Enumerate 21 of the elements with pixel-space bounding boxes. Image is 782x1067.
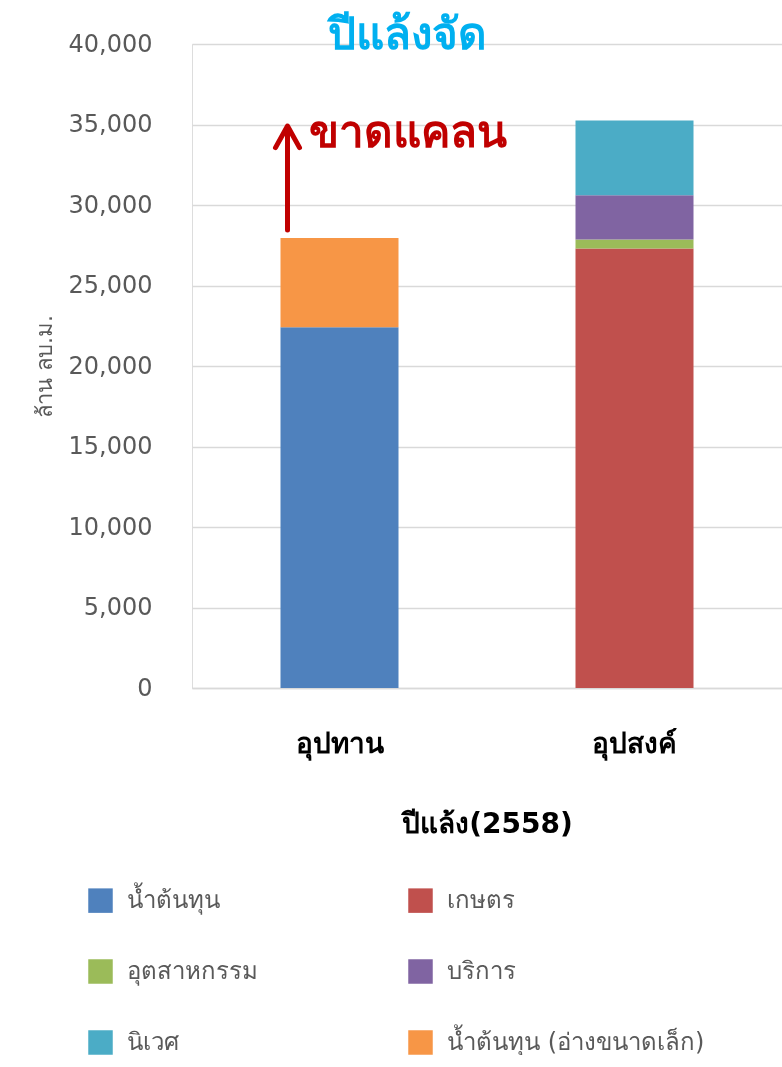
y-tick-label: 15,000 — [68, 432, 153, 460]
x-axis-title: ปีแล้ง(2558) — [400, 806, 573, 840]
y-axis-title: ล้าน ลบ.ม. — [31, 315, 57, 418]
y-tick-label: 10,000 — [68, 512, 153, 541]
y-tick-label: 5,000 — [83, 593, 153, 621]
chart-title: ปีแล้งจัด — [326, 8, 488, 59]
y-tick-label: 25,000 — [68, 271, 153, 299]
legend-label: น้ำต้นทุน — [127, 881, 220, 915]
legend-label: เกษตร — [447, 885, 515, 914]
legend-label: น้ำต้นทุน (อ่างขนาดเล็ก) — [447, 1023, 705, 1057]
legend-label: นิเวศ — [127, 1027, 179, 1056]
y-tick-label: 0 — [137, 673, 153, 702]
y-tick-label: 40,000 — [68, 29, 153, 58]
y-tick-label: 35,000 — [68, 110, 153, 138]
y-tick-label: 30,000 — [68, 190, 153, 219]
x-tick-label: อุปสงค์ — [592, 726, 677, 761]
y-tick-label: 20,000 — [68, 351, 153, 380]
x-tick-label: อุปทาน — [295, 726, 384, 761]
legend-label: อุตสาหกรรม — [127, 956, 258, 986]
legend-label: บริการ — [447, 956, 516, 985]
annotation: ขาดแคลน — [308, 106, 507, 157]
